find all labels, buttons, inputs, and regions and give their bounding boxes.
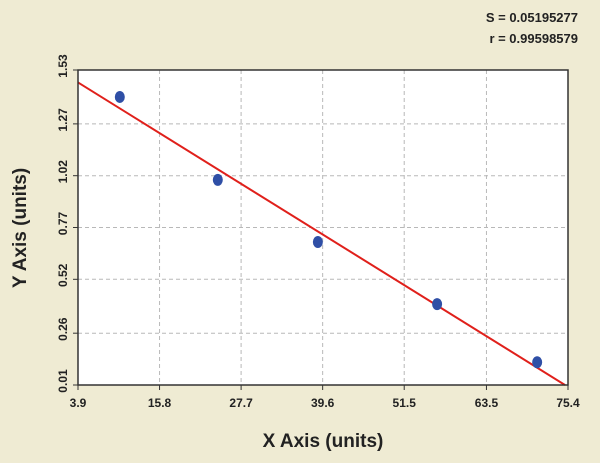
data-point xyxy=(432,298,443,311)
data-point xyxy=(212,173,223,186)
data-point xyxy=(532,356,543,369)
x-tick-label: 75.4 xyxy=(556,396,580,410)
x-tick-label: 15.8 xyxy=(148,396,172,410)
data-point xyxy=(312,236,323,249)
data-point xyxy=(114,90,125,103)
y-axis-label: Y Axis (units) xyxy=(10,168,31,288)
x-tick-label: 51.5 xyxy=(393,396,417,410)
y-tick-label: 1.02 xyxy=(56,160,70,184)
plot-frame xyxy=(77,69,569,386)
y-tick-label: 1.53 xyxy=(56,54,70,78)
fit-line xyxy=(77,81,566,386)
x-tick-label: 27.7 xyxy=(229,396,253,410)
x-tick-label: 3.9 xyxy=(70,396,87,410)
x-tick-label: 63.5 xyxy=(475,396,499,410)
annotation: S = 0.05195277 xyxy=(486,10,578,25)
y-tick-label: 0.26 xyxy=(56,317,70,341)
x-tick-label: 39.6 xyxy=(311,396,335,410)
y-tick-label: 1.27 xyxy=(56,108,70,132)
x-axis-label: X Axis (units) xyxy=(263,431,384,452)
plot-layer: 0.01 0.26 0.52 0.77 1.02 1.27 1.53 3.9 15.8 27.7 3… xyxy=(56,54,580,410)
y-tick-label: 0.52 xyxy=(56,263,70,287)
y-tick-label: 0.77 xyxy=(56,211,70,235)
y-tick-label: 0.01 xyxy=(56,369,70,393)
annotation: r = 0.99598579 xyxy=(489,31,578,46)
